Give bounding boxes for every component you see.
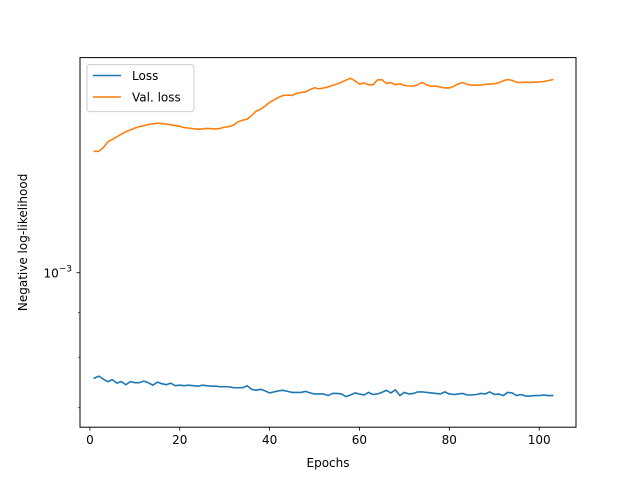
plot-series (93, 77, 554, 398)
x-tick-label-20: 20 (172, 433, 187, 447)
x-tick-label-0: 0 (86, 433, 94, 447)
series-line-loss (93, 375, 554, 398)
x-tick-label-80: 80 (442, 433, 457, 447)
x-axis: 0 20 40 60 80 100 (86, 427, 551, 447)
x-tick-label-60: 60 (352, 433, 367, 447)
legend-label-loss: Loss (132, 69, 158, 83)
legend-box (86, 64, 195, 113)
y-axis-label: Negative log-likelihood (16, 174, 30, 311)
x-tick-label-40: 40 (262, 433, 277, 447)
y-axis: 10−3 (43, 265, 80, 409)
legend: Loss Val. loss (86, 64, 195, 113)
series-line-val-loss (93, 77, 554, 153)
plot-frame (79, 57, 577, 428)
legend-label-val-loss: Val. loss (132, 91, 181, 105)
x-axis-label: Epochs (307, 456, 350, 470)
x-tick-label-100: 100 (528, 433, 551, 447)
y-tick-label: 10−3 (43, 265, 72, 281)
